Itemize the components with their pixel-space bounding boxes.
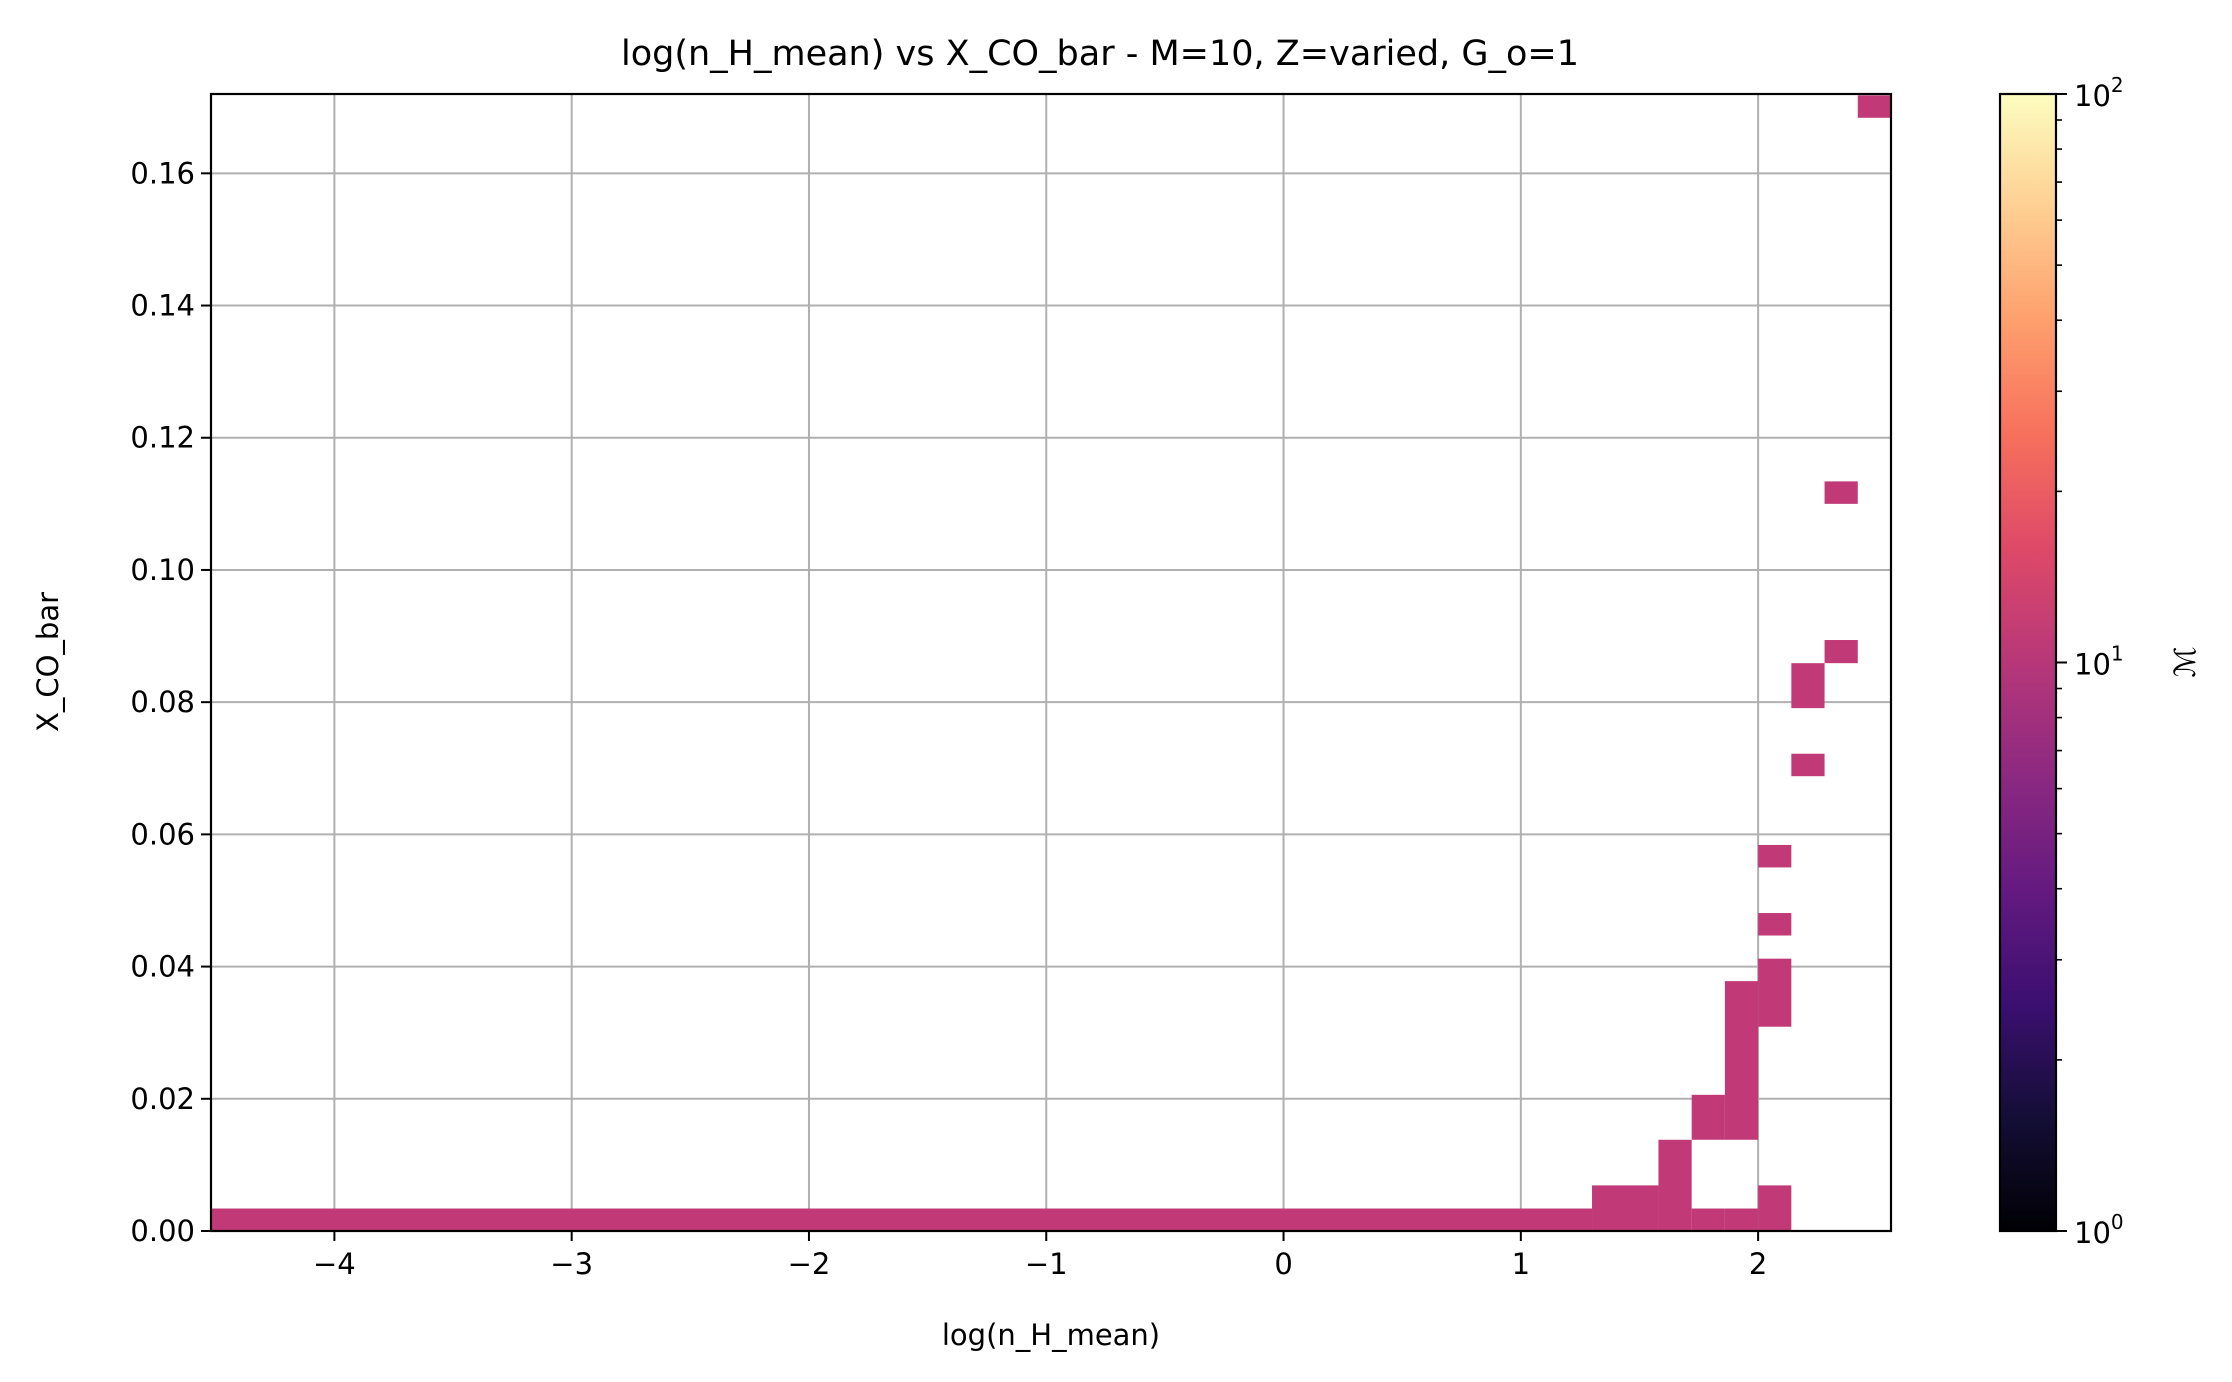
heatmap-cell-13: [1824, 640, 1858, 664]
heatmap-cell-3: [1691, 1208, 1725, 1231]
y-axis-label: X_CO_bar: [31, 592, 65, 732]
x-tick-label-6: 2: [1749, 1247, 1767, 1281]
y-tick-label-3: 0.06: [130, 817, 195, 851]
heatmap-cell-7: [1758, 1185, 1792, 1231]
colorbar-tick-label-2: 102: [2074, 73, 2124, 113]
chart-title: log(n_H_mean) vs X_CO_bar - M=10, Z=vari…: [621, 34, 1579, 74]
y-tick-label-5: 0.10: [130, 553, 195, 587]
grid-lines: [211, 94, 1891, 1232]
heatmap-cell-12: [1791, 663, 1825, 709]
colorbar-gradient: [2000, 94, 2056, 1231]
colorbar-tick-label-0: 100: [2074, 1210, 2124, 1250]
heatmap-cell-15: [1857, 95, 1891, 118]
x-tick-label-5: 1: [1512, 1247, 1530, 1281]
y-tick-label-7: 0.14: [130, 289, 195, 323]
y-tick-label-0: 0.00: [130, 1214, 195, 1248]
heatmap-cell-11: [1791, 753, 1825, 777]
x-axis-label: log(n_H_mean): [942, 1318, 1160, 1352]
colorbar: 100 101 102 ℳ: [1998, 73, 2202, 1250]
heatmap-cell-2: [1658, 1139, 1692, 1231]
y-tick-label-2: 0.04: [130, 950, 195, 984]
y-tick-label-6: 0.12: [130, 421, 195, 455]
x-tick-label-3: −1: [1025, 1247, 1068, 1281]
heatmap-cell-14: [1824, 481, 1858, 504]
x-axis-ticks: −4 −3 −2 −1 0 1 2: [313, 1231, 1767, 1281]
heatmap-cell-4: [1691, 1094, 1725, 1140]
y-tick-label-8: 0.16: [130, 156, 195, 190]
heatmap-cell-9: [1758, 913, 1792, 936]
heatmap-cell-0: [211, 1208, 1593, 1231]
x-tick-label-0: −4: [313, 1247, 356, 1281]
y-tick-label-4: 0.08: [130, 685, 195, 719]
x-tick-label-1: −3: [550, 1247, 593, 1281]
heatmap-cell-5: [1724, 1208, 1759, 1231]
heatmap-cell-6: [1724, 981, 1759, 1140]
colorbar-tick-label-1: 101: [2074, 642, 2124, 682]
heatmap-cell-10: [1758, 844, 1792, 868]
x-tick-label-2: −2: [788, 1247, 831, 1281]
heatmap-cells: [211, 95, 1891, 1231]
heatmap-cell-8: [1758, 958, 1792, 1027]
plot-frame: [209, 92, 1893, 1233]
colorbar-label: ℳ: [2168, 646, 2202, 677]
heatmap-cell-1: [1592, 1185, 1659, 1231]
x-tick-label-4: 0: [1274, 1247, 1292, 1281]
y-tick-label-1: 0.02: [130, 1082, 195, 1116]
y-axis-ticks: 0.00 0.02 0.04 0.06 0.08 0.10 0.12 0.14 0.16: [130, 156, 211, 1248]
